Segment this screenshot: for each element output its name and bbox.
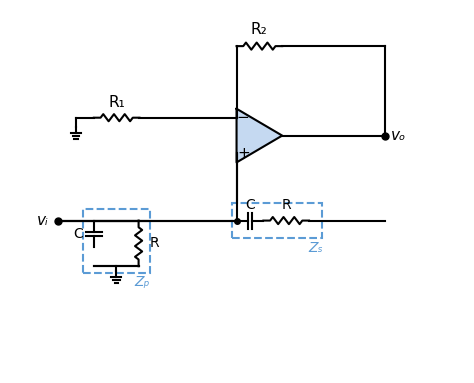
Text: −: − [237,110,250,125]
Text: C: C [245,198,255,212]
Text: Zₚ: Zₚ [134,275,150,289]
Text: R₁: R₁ [108,95,125,110]
Text: R: R [282,198,291,212]
Text: Zₛ: Zₛ [308,241,322,255]
Text: R: R [150,236,159,250]
Text: +: + [237,146,250,161]
Text: vᵢ: vᵢ [37,213,49,228]
Text: R₂: R₂ [251,22,268,37]
Polygon shape [237,109,282,162]
Text: vₒ: vₒ [392,128,407,143]
Text: C: C [73,227,82,241]
